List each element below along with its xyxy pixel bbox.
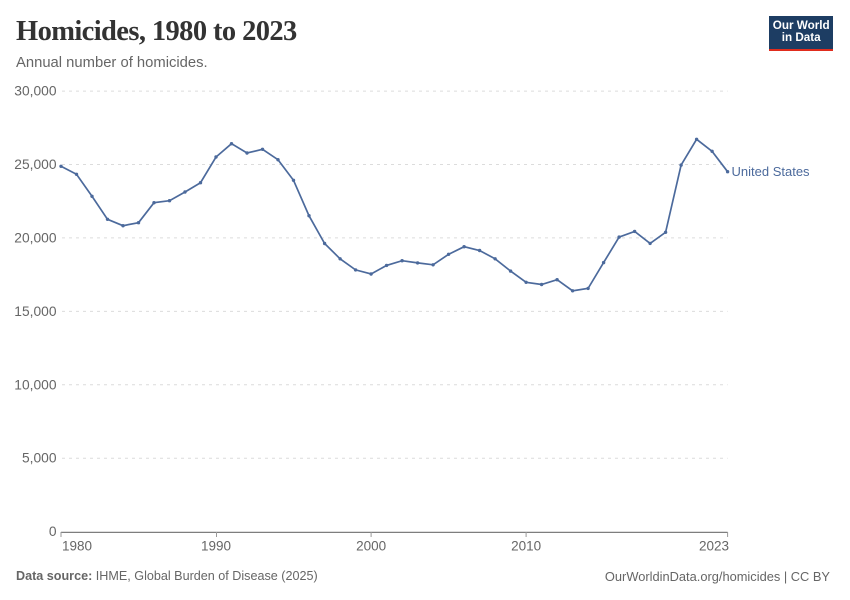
svg-text:15,000: 15,000 <box>14 304 57 319</box>
svg-text:United States: United States <box>732 164 811 179</box>
svg-text:5,000: 5,000 <box>22 451 57 466</box>
svg-text:0: 0 <box>49 524 57 539</box>
svg-text:20,000: 20,000 <box>14 230 57 245</box>
svg-text:30,000: 30,000 <box>14 84 57 99</box>
svg-text:10,000: 10,000 <box>14 377 57 392</box>
svg-text:2010: 2010 <box>511 539 541 554</box>
svg-text:2023: 2023 <box>699 539 729 554</box>
svg-text:1980: 1980 <box>62 539 92 554</box>
svg-text:1990: 1990 <box>201 539 231 554</box>
svg-text:2000: 2000 <box>356 539 386 554</box>
svg-text:25,000: 25,000 <box>14 157 57 172</box>
